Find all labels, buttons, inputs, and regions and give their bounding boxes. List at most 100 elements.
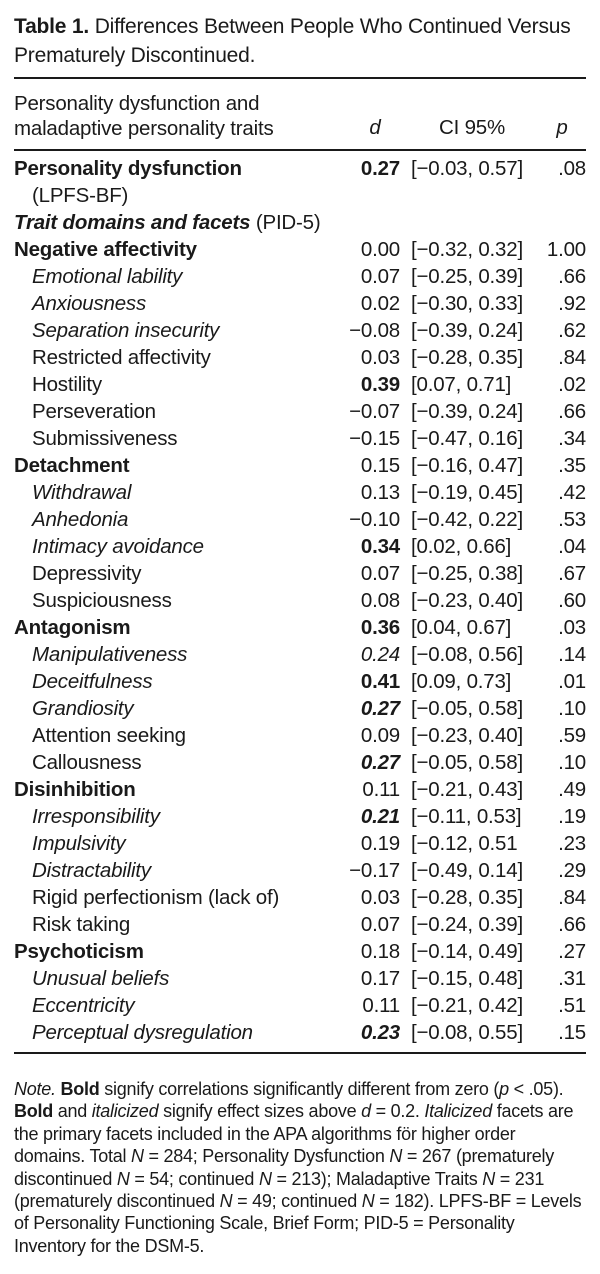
row-label: Negative affectivity [14,238,197,261]
p-value: 1.00 [546,238,586,261]
p-value: .59 [558,724,586,747]
note-run: N [116,1168,130,1189]
table-row: Separation insecurity −0.08 [−0.39, 0.24].… [14,317,586,344]
p-value: .84 [558,886,586,909]
p-value: .31 [558,967,586,990]
p-value: .66 [558,400,586,423]
stub-header-line2: maladaptive personality traits [14,117,274,140]
table-row: Rigid perfectionism (lack of) 0.03 [−0.28,… [14,884,586,911]
row-label: Psychoticism [14,940,144,963]
p-value: .23 [558,832,586,855]
table-row: Personality dysfunction (LPFS-BF) 0.27 [−0.… [14,155,586,209]
table-number-label: Table 1. [14,15,90,38]
note-run: N [131,1146,144,1167]
ci-value: [0.04, 0.67] [411,616,512,639]
table-row: Restricted affectivity 0.03 [−0.28, 0.35].… [14,344,586,371]
p-value: .14 [558,643,586,666]
table-row: Perceptual dysregulation 0.23 [−0.08, 0.55… [14,1019,586,1046]
row-label: Rigid perfectionism (lack of) [32,886,280,909]
p-value: .02 [558,373,586,396]
ci-value: [−0.24, 0.39] [411,913,523,936]
p-value: .53 [558,508,586,531]
header-rule [14,149,586,151]
ci-value: [−0.47, 0.16] [411,427,523,450]
p-value: .04 [558,535,586,558]
note-run: = 231 (prematurely discontinued [14,1168,545,1212]
note-run: Italicized [424,1101,492,1122]
table-row: Anxiousness 0.02 [−0.30, 0.33] .92 [14,290,586,317]
note-run: Bold [14,1101,53,1122]
row-label: Restricted affectivity [32,346,211,369]
ci-value: [−0.15, 0.48] [411,967,523,990]
row-label: Disinhibition [14,778,136,801]
ci-value: [−0.28, 0.35] [411,886,523,909]
ci-value: [−0.08, 0.55] [411,1021,523,1044]
d-value: 0.07 [360,265,400,288]
p-value: .10 [558,751,586,774]
row-label: Impulsivity [32,832,126,855]
table-row: Withdrawal 0.13 [−0.19, 0.45] .42 [14,479,586,506]
table-row: Attention seeking 0.09 [−0.23, 0.40] .59 [14,722,586,749]
row-label: Perceptual dysregulation [32,1021,253,1044]
d-value: 0.03 [360,886,400,909]
p-value: .84 [558,346,586,369]
p-value: .66 [558,265,586,288]
table-row: Distractability −0.17 [−0.49, 0.14] .29 [14,857,586,884]
note-run: Bold [60,1079,100,1099]
note-run: = 49; continued [232,1191,362,1212]
row-label: Suspiciousness [32,589,172,612]
top-rule [14,77,586,79]
ci-value: [−0.05, 0.58] [411,697,523,720]
d-value: 0.41 [360,670,400,693]
p-value: .01 [558,670,586,693]
stub-column-header: Personality dysfunction and maladaptive … [14,91,344,141]
table-row: Callousness 0.27 [−0.05, 0.58] .10 [14,749,586,776]
note-run: = 0.2. [370,1101,425,1122]
table-row: Detachment 0.15 [−0.16, 0.47] .35 [14,452,586,479]
table-header-row: Personality dysfunction and maladaptive … [14,79,586,149]
p-value: .51 [558,994,586,1017]
d-value: −0.15 [349,427,400,450]
table-row: Psychoticism 0.18 [−0.14, 0.49] .27 [14,938,586,965]
stub-header-line1: Personality dysfunction and [14,92,260,115]
d-value: 0.36 [360,616,400,639]
note-run: N [389,1146,403,1167]
row-label: Attention seeking [32,724,186,747]
p-value: .92 [558,292,586,315]
ci-value: [−0.28, 0.35] [411,346,523,369]
ci-value: [0.07, 0.71] [411,373,512,396]
row-label: Submissiveness [32,427,178,450]
row-label: Depressivity [32,562,142,585]
ci-value: [−0.03, 0.57] [411,157,523,180]
ci-value: [−0.42, 0.22] [411,508,523,531]
ci-value: [−0.16, 0.47] [411,454,523,477]
note-run: < .05). [508,1079,564,1099]
column-header-ci: CI 95% [438,116,506,139]
table-row: Anhedonia −0.10 [−0.42, 0.22] .53 [14,506,586,533]
d-value: 0.21 [360,805,400,828]
row-label: Unusual beliefs [32,967,170,990]
ci-value: [−0.39, 0.24] [411,400,523,423]
d-value: 0.17 [360,967,400,990]
ci-value: [−0.11, 0.53] [411,805,522,828]
d-value: 0.18 [360,940,400,963]
d-value: 0.13 [360,481,400,504]
row-label: Anxiousness [32,292,147,315]
note-run: signify correlations significantly diffe… [99,1079,500,1099]
d-value: 0.23 [360,1021,400,1044]
note-run: = 182). LPFS-BF = Levels of Personality … [14,1191,582,1256]
d-value: 0.07 [360,562,400,585]
ci-value: [−0.23, 0.40] [411,724,523,747]
note-run: facets are the primary facets included i… [14,1101,574,1167]
table-row: Perseveration −0.07 [−0.39, 0.24] .66 [14,398,586,425]
row-label-line2: (LPFS-BF) [32,184,129,207]
note-run: Note. [14,1079,56,1099]
p-value: .42 [558,481,586,504]
row-label: Grandiosity [32,697,134,720]
p-value: .10 [558,697,586,720]
d-value: 0.02 [360,292,400,315]
table-row: Grandiosity 0.27 [−0.05, 0.58] .10 [14,695,586,722]
d-value: −0.07 [349,400,400,423]
table-row: Manipulativeness 0.24 [−0.08, 0.56] .14 [14,641,586,668]
bottom-rule [14,1052,586,1054]
